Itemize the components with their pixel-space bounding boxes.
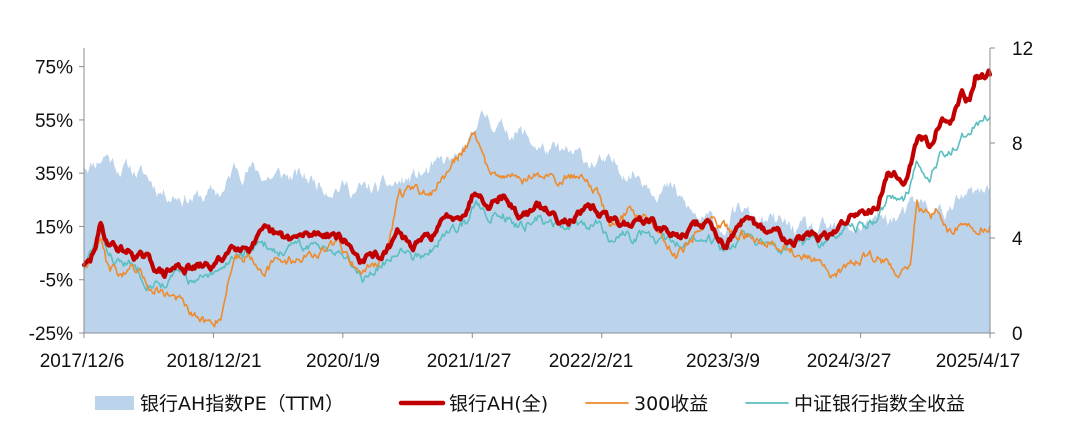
legend-item-pe-area: 银行AH指数PE（TTM） (95, 393, 344, 415)
bank-ah-line (81, 68, 993, 279)
area-layer (84, 110, 990, 333)
legend: 银行AH指数PE（TTM） 银行AH(全) 300收益 中证银行指数全收益 (95, 393, 965, 415)
csi300-line (83, 131, 991, 328)
x-tick-label: 2017/12/6 (40, 351, 125, 372)
y-left-tick-label: 15% (35, 217, 73, 238)
x-tick-label: 2024/3/27 (807, 351, 892, 372)
x-tick-label: 2025/4/17 (936, 351, 1021, 372)
y-right-tick-label: 0 (1012, 324, 1023, 345)
y-right-tick-label: 4 (1012, 229, 1023, 250)
y-right-tick-label: 8 (1012, 134, 1023, 155)
legend-swatch (95, 396, 134, 410)
x-tick-label: 2021/1/27 (427, 351, 512, 372)
legend-item-csi300-line: 300收益 (585, 393, 708, 415)
legend-label: 银行AH(全) (449, 393, 548, 415)
y-right-tick-label: 12 (1012, 39, 1033, 60)
x-tick-label: 2020/1/9 (306, 351, 380, 372)
y-left-tick-label: 75% (35, 58, 73, 79)
pe-area (84, 110, 990, 333)
line-layer (81, 68, 993, 328)
axis-layer: -25% -5% 15% 35% 55% 75% 0 4 8 12 2017/12/6 2018/12… (29, 39, 1034, 372)
y-left-tick-label: -5% (39, 271, 73, 292)
legend-label: 银行AH指数PE（TTM） (140, 393, 344, 415)
y-left-tick-label: 55% (35, 111, 73, 132)
legend-item-bank-ah-line: 银行AH(全) (398, 393, 548, 415)
x-tick-label: 2022/2/21 (549, 351, 634, 372)
legend-label: 300收益 (634, 393, 708, 415)
legend-label: 中证银行指数全收益 (794, 393, 965, 415)
y-left-tick-label: 35% (35, 164, 73, 185)
x-tick-label: 2018/12/21 (166, 351, 261, 372)
x-tick-label: 2023/3/9 (686, 351, 760, 372)
legend-item-csi-bank-total-return-line: 中证银行指数全收益 (745, 393, 965, 415)
y-left-tick-label: -25% (29, 324, 73, 345)
